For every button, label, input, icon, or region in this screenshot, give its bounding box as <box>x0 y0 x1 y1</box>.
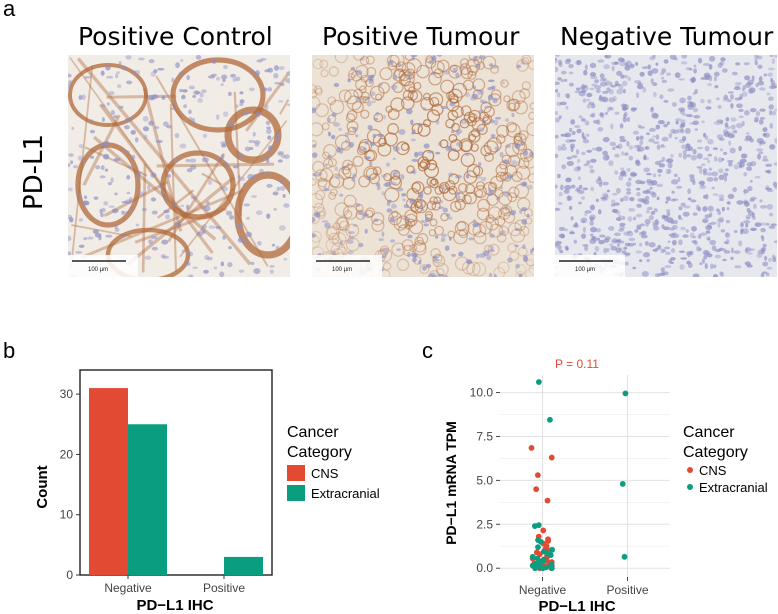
scale-bar-label: 100 µm <box>575 267 595 273</box>
point-cns <box>544 497 551 504</box>
x-tick-label: Negative <box>104 581 152 595</box>
y-axis-label: Count <box>34 465 51 508</box>
y-tick-label: 20 <box>60 447 74 461</box>
micrograph-positive-control-image: 100 µm <box>68 55 290 277</box>
legend-key-cns <box>687 467 693 473</box>
y-tick-label: 0.0 <box>476 561 493 575</box>
point-cns <box>540 527 547 534</box>
x-axis-label: PD−L1 IHC <box>538 598 615 614</box>
legend-title: Cancer <box>287 424 339 441</box>
micrograph-positive-tumour-image: 100 µm <box>312 55 534 277</box>
point-extracranial <box>538 538 544 545</box>
p-value-annotation: P = 0.11 <box>555 357 599 371</box>
point-extracranial <box>539 565 546 572</box>
legend-swatch-cns <box>287 465 305 481</box>
legend-key-extracranial <box>687 484 693 490</box>
y-axis-label: PD−L1 mRNA TPM <box>443 421 459 545</box>
point-cns <box>545 538 552 544</box>
scale-bar: 100 µm <box>68 255 138 277</box>
plot-background <box>500 375 670 577</box>
panel-c-letter: c <box>422 338 433 363</box>
panel-b-letter: b <box>3 338 16 363</box>
legend-title: Cancer <box>683 424 735 441</box>
point-cns <box>534 472 541 479</box>
micrograph-positive-tumour: 100 µm <box>312 55 534 277</box>
y-tick-label: 30 <box>60 387 74 401</box>
point-cns <box>528 444 535 451</box>
micrograph-negative-tumour-image: 100 µm <box>555 55 777 277</box>
x-tick-label: Positive <box>203 581 245 595</box>
micrograph-negative-tumour: 100 µm <box>555 55 777 277</box>
point-extracranial <box>535 379 542 385</box>
bar-cns-negative <box>89 388 128 575</box>
micrograph-positive-control: 100 µm <box>68 55 290 277</box>
image-title-positive-tumour: Positive Tumour <box>322 22 520 51</box>
point-extracranial <box>622 390 629 397</box>
y-tick-label: 7.5 <box>476 429 493 443</box>
y-tick-label: 2.5 <box>476 517 493 531</box>
scale-bar-label: 100 µm <box>88 267 108 273</box>
panel-a-letter: a <box>3 0 16 21</box>
point-extracranial <box>547 552 554 558</box>
x-axis-label: PD−L1 IHC <box>136 597 213 614</box>
point-extracranial <box>547 416 553 423</box>
point-cns <box>533 486 540 493</box>
scale-bar-label: 100 µm <box>332 267 352 273</box>
legend-swatch-extracranial <box>287 485 305 501</box>
legend-label: Extracranial <box>699 480 768 495</box>
legend-label: Extracranial <box>311 486 380 501</box>
x-tick-label: Positive <box>606 583 648 597</box>
point-extracranial <box>532 565 539 572</box>
point-extracranial <box>549 546 556 553</box>
point-extracranial <box>621 553 628 560</box>
legend-label: CNS <box>311 466 339 481</box>
scatter-chart: 0.0 2.5 5.0 7.5 10.0 Negative Positive P = 0.1… <box>443 357 768 614</box>
scale-bar: 100 µm <box>312 255 382 277</box>
y-tick-label: 10.0 <box>470 386 494 400</box>
scale-bar: 100 µm <box>555 255 625 277</box>
bar-extracranial-positive <box>224 556 263 575</box>
plot-frame <box>79 369 273 576</box>
point-extracranial <box>535 544 541 551</box>
image-title-negative-tumour: Negative Tumour <box>560 22 774 51</box>
legend-label: CNS <box>699 463 727 478</box>
point-cns <box>548 454 555 461</box>
point-extracranial <box>529 553 536 560</box>
point-extracranial <box>548 565 555 572</box>
point-extracranial <box>619 481 626 487</box>
row-label-pd-l1: PD-L1 <box>19 133 49 211</box>
point-extracranial <box>537 559 544 565</box>
y-tick-label: 5.0 <box>476 473 493 487</box>
point-extracranial <box>531 523 538 529</box>
bar-extracranial-negative <box>128 424 167 575</box>
y-tick-label: 0 <box>66 568 73 582</box>
legend-title: Category <box>683 444 748 461</box>
legend-title: Category <box>287 444 352 461</box>
y-tick-label: 10 <box>60 508 74 522</box>
image-title-positive-control: Positive Control <box>78 22 273 51</box>
x-tick-label: Negative <box>519 583 567 597</box>
